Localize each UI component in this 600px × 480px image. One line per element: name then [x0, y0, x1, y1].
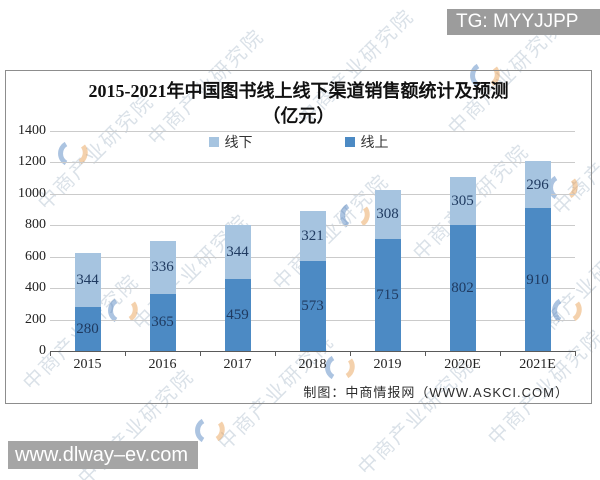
legend-item: 线上	[344, 132, 389, 152]
legend-swatch-icon	[344, 137, 355, 147]
chart-title-line1: 2015-2021年中国图书线上线下渠道销售额统计及预测	[88, 81, 509, 101]
watermark-logo-icon	[195, 415, 225, 450]
chart-title-line2: （亿元）	[262, 106, 335, 126]
credit-text: 制图：中商情报网（WWW.ASKCI.COM）	[303, 385, 569, 400]
telegram-badge: TG: MYYJJPP	[447, 9, 600, 35]
legend-label: 线下	[224, 136, 253, 151]
chart-legend: 线下 线上	[6, 132, 591, 152]
chart-panel: 2015-2021年中国图书线上线下渠道销售额统计及预测 （亿元） 线下 线上 制…	[5, 70, 592, 404]
site-watermark-badge: www.dlway–ev.com	[8, 441, 198, 469]
chart-title: 2015-2021年中国图书线上线下渠道销售额统计及预测 （亿元）	[6, 79, 591, 129]
legend-item: 线下	[208, 132, 253, 152]
legend-label: 线上	[360, 136, 389, 151]
legend-swatch-icon	[208, 137, 219, 147]
